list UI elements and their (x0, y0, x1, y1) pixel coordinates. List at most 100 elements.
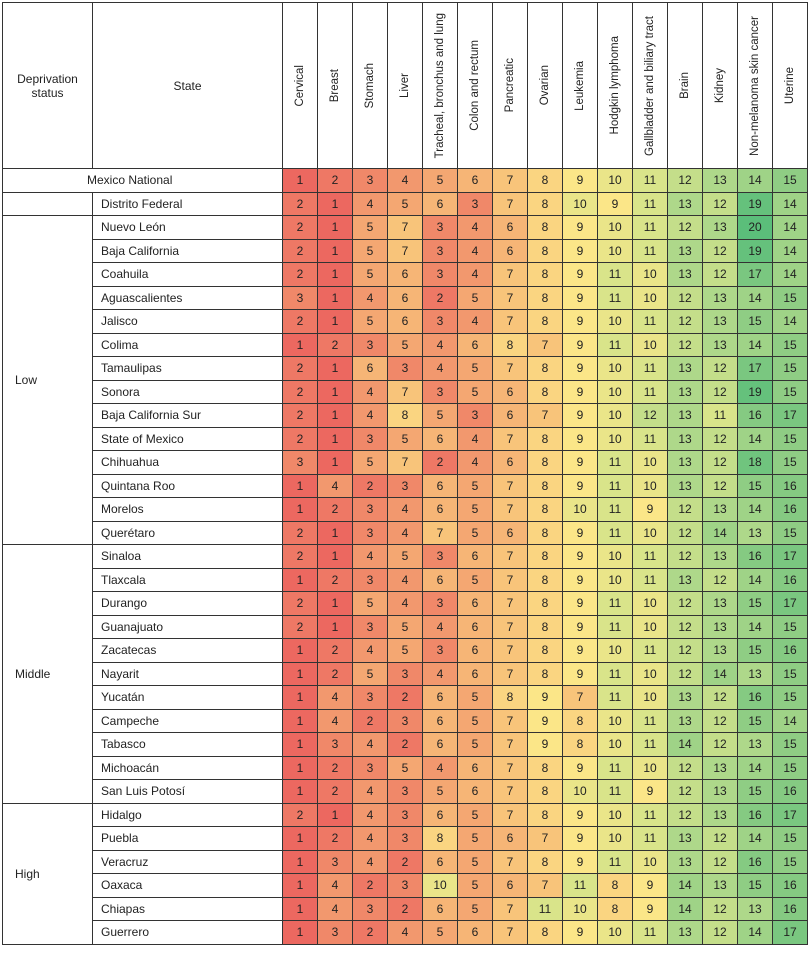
rank-cell: 1 (317, 403, 353, 428)
rank-cell: 8 (562, 708, 598, 733)
state-name: Tamaulipas (92, 356, 283, 381)
rank-cell: 3 (457, 403, 493, 428)
deprivation-status: Middle (2, 544, 93, 804)
rank-cell: 14 (737, 426, 773, 451)
cause-label: Colon and rectum (469, 40, 481, 131)
state-name: Nayarit (92, 661, 283, 686)
rank-cell: 6 (492, 873, 528, 898)
rank-cell: 12 (702, 238, 738, 263)
rank-cell: 5 (387, 755, 423, 780)
rank-cell: 11 (597, 591, 633, 616)
rank-cell: 2 (282, 215, 318, 240)
rank-cell: 4 (457, 215, 493, 240)
rank-cell: 7 (492, 285, 528, 310)
state-name: Oaxaca (92, 873, 283, 898)
rank-cell: 16 (772, 896, 808, 921)
rank-cell: 2 (317, 779, 353, 804)
rank-cell: 11 (632, 168, 668, 193)
rank-cell: 14 (737, 497, 773, 522)
rank-cell: 8 (597, 873, 633, 898)
rank-cell: 10 (562, 779, 598, 804)
rank-cell: 14 (667, 896, 703, 921)
table-body: Mexico National 1 2 3 4 5 6 7 8 9 10 11 12 13 14 15 Dist… (2, 168, 808, 945)
rank-cell: 2 (422, 450, 458, 475)
rank-cell: 9 (562, 920, 598, 945)
state-header: State (92, 2, 283, 169)
rank-cell: 10 (632, 285, 668, 310)
rank-cell: 7 (492, 708, 528, 733)
rank-cell: 1 (317, 614, 353, 639)
rank-cell: 9 (562, 262, 598, 287)
rank-cell: 4 (422, 755, 458, 780)
state-row: Tabasco 1 3 4 2 6 5 7 9 8 10 11 14 12 13 15 (3, 732, 808, 757)
rank-cell: 3 (387, 826, 423, 851)
rank-cell: 12 (667, 661, 703, 686)
rank-cell: 6 (492, 238, 528, 263)
rank-cell: 9 (632, 497, 668, 522)
rank-cell: 7 (492, 755, 528, 780)
rank-cell: 16 (737, 685, 773, 710)
rank-cell: 4 (457, 262, 493, 287)
state-name: Distrito Federal (92, 191, 283, 216)
rank-cell: 9 (562, 309, 598, 334)
rank-cell: 5 (422, 403, 458, 428)
rank-cell: 13 (667, 920, 703, 945)
rank-cell: 17 (772, 403, 808, 428)
state-row: Yucatán 1 4 3 2 6 5 8 9 7 11 10 13 12 16 15 (3, 685, 808, 710)
cause-label: Kidney (714, 67, 726, 104)
rank-cell: 11 (632, 638, 668, 663)
rank-cell: 2 (282, 544, 318, 569)
rank-cell: 12 (702, 849, 738, 874)
rank-cell: 8 (562, 732, 598, 757)
rank-cell: 5 (352, 450, 388, 475)
rank-cell: 12 (702, 379, 738, 404)
deprivation-header: Deprivation status (2, 2, 93, 169)
rank-cell: 3 (352, 168, 388, 193)
rank-cell: 3 (387, 356, 423, 381)
state-name: Zacatecas (92, 638, 283, 663)
rank-cell: 7 (492, 426, 528, 451)
rank-cell: 2 (352, 920, 388, 945)
rank-cell: 2 (317, 661, 353, 686)
rank-cell: 3 (317, 920, 353, 945)
rank-cell: 10 (562, 896, 598, 921)
status-cell (2, 191, 93, 216)
rank-cell: 8 (527, 520, 563, 545)
rank-cell: 9 (562, 285, 598, 310)
rank-cell: 12 (667, 215, 703, 240)
rank-cell: 14 (737, 567, 773, 592)
state-row: Veracruz 1 3 4 2 6 5 7 8 9 11 10 13 12 16 15 (3, 849, 808, 874)
state-name: Jalisco (92, 309, 283, 334)
cause-label: Ovarian (539, 65, 551, 106)
rank-cell: 2 (282, 614, 318, 639)
rank-cell: 3 (282, 285, 318, 310)
rank-cell: 8 (527, 309, 563, 334)
state-row: Mexico National 1 2 3 4 5 6 7 8 9 10 11 12 13 14 15 (2, 168, 808, 193)
rank-cell: 15 (772, 614, 808, 639)
rank-cell: 10 (597, 638, 633, 663)
rank-cell: 7 (422, 520, 458, 545)
state-name: State of Mexico (92, 426, 283, 451)
rank-cell: 5 (352, 215, 388, 240)
rank-cell: 7 (492, 920, 528, 945)
cause-label: Breast (329, 68, 341, 103)
rank-cell: 6 (422, 708, 458, 733)
rank-cell: 2 (317, 755, 353, 780)
rank-cell: 12 (702, 426, 738, 451)
rank-cell: 15 (772, 520, 808, 545)
state-name: Yucatán (92, 685, 283, 710)
rank-cell: 10 (597, 426, 633, 451)
rank-cell: 5 (457, 732, 493, 757)
rank-cell: 1 (317, 426, 353, 451)
rank-cell: 3 (422, 591, 458, 616)
rank-cell: 10 (597, 379, 633, 404)
cause-label: Hodgkin lymphoma (609, 36, 621, 135)
rank-cell: 3 (422, 238, 458, 263)
rank-cell: 12 (667, 779, 703, 804)
rank-cell: 6 (457, 779, 493, 804)
cause-header: Hodgkin lymphoma (597, 2, 633, 169)
cause-label: Leukemia (574, 60, 586, 111)
state-row: Baja California Sur 2 1 4 8 5 3 6 7 9 10 12 13 11 16 17 (3, 403, 808, 428)
rank-cell: 15 (772, 450, 808, 475)
rank-cell: 11 (632, 215, 668, 240)
